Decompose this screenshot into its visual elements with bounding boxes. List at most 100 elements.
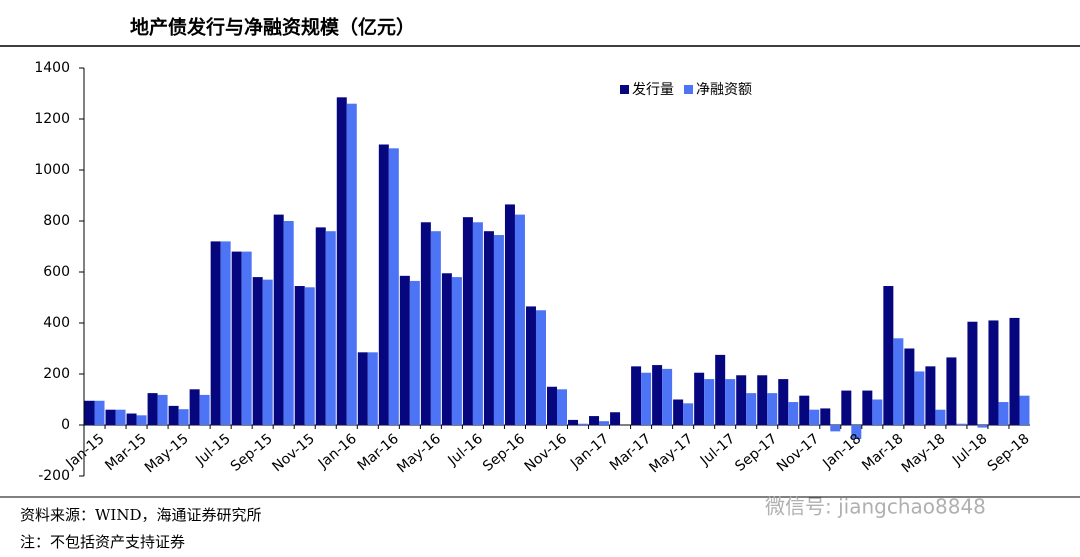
bar	[294, 286, 305, 425]
bar	[315, 227, 326, 425]
bar	[967, 321, 978, 425]
bar	[662, 368, 673, 425]
bar	[925, 366, 936, 425]
bar	[778, 379, 789, 425]
bar	[483, 231, 494, 425]
bar	[388, 148, 399, 425]
x-tick-label: Nov-16	[522, 431, 571, 475]
bar	[136, 415, 147, 425]
bar	[599, 421, 610, 425]
bar	[746, 393, 757, 425]
bar	[652, 365, 663, 425]
bar	[589, 416, 600, 425]
bar	[441, 273, 452, 425]
watermark: 微信号: jiangchao8848	[765, 495, 986, 519]
bar	[568, 419, 579, 425]
bar	[641, 372, 652, 425]
bar	[504, 204, 515, 425]
bar	[851, 425, 862, 440]
bar	[451, 277, 462, 425]
x-tick-label: Sep-15	[228, 431, 276, 475]
bar	[535, 310, 546, 425]
chart-title: 地产债发行与净融资规模（亿元）	[130, 16, 415, 39]
bar	[231, 251, 242, 425]
bar	[715, 354, 726, 425]
bar	[935, 409, 946, 425]
bar	[472, 222, 483, 425]
bar	[94, 400, 105, 425]
x-tick-label: Sep-16	[480, 431, 528, 475]
bar	[241, 251, 252, 425]
bar	[367, 352, 378, 425]
bar	[378, 144, 389, 425]
x-tick-label: May-15	[142, 431, 192, 476]
x-tick-label: May-18	[899, 431, 949, 476]
bar	[157, 394, 168, 425]
bar	[409, 280, 420, 425]
y-tick-label: 1400	[34, 60, 70, 76]
bar	[883, 286, 894, 425]
bar	[988, 320, 999, 425]
bar	[904, 348, 915, 425]
bar	[273, 214, 284, 425]
x-tick-label: May-17	[646, 431, 696, 476]
bar	[788, 402, 799, 425]
bar	[262, 279, 273, 425]
x-tick-label: Sep-17	[732, 431, 780, 475]
bar	[956, 423, 967, 425]
x-tick-label: Mar-15	[102, 431, 149, 474]
bar	[430, 231, 441, 425]
y-tick-label: 1000	[34, 162, 70, 178]
bar	[757, 375, 768, 425]
bar	[799, 395, 810, 425]
x-tick-label: Nov-15	[269, 431, 317, 475]
bar	[767, 393, 778, 425]
legend-label: 发行量	[632, 82, 674, 98]
x-tick-label: May-16	[394, 431, 444, 476]
y-tick-label: 0	[61, 417, 70, 433]
x-tick-label: Nov-17	[774, 431, 822, 475]
bar	[304, 287, 315, 425]
note: 注：不包括资产支持证券	[20, 533, 185, 551]
legend-label: 净融资额	[696, 82, 752, 98]
bar	[725, 379, 736, 425]
bar	[105, 409, 116, 425]
bar	[220, 241, 231, 425]
bar	[736, 375, 747, 425]
bar	[946, 357, 957, 425]
bar	[252, 277, 263, 425]
legend-swatch	[684, 85, 693, 94]
bar	[325, 231, 336, 425]
bar	[872, 399, 883, 425]
bar	[147, 393, 158, 425]
bar	[547, 386, 557, 425]
bar	[694, 372, 705, 425]
y-tick-label: 600	[43, 264, 70, 280]
bar	[683, 403, 694, 425]
y-tick-label: 1200	[34, 111, 70, 127]
bar	[673, 399, 684, 425]
bar	[168, 405, 179, 425]
bar	[199, 394, 210, 425]
bar	[336, 97, 347, 425]
x-tick-label: Jan-16	[315, 431, 360, 473]
x-tick-label: Sep-18	[985, 431, 1033, 475]
bar	[830, 425, 841, 432]
x-tick-label: Jan-15	[63, 431, 108, 472]
bar	[84, 400, 95, 425]
bar	[210, 241, 221, 425]
x-tick-label: Mar-18	[859, 431, 906, 474]
x-tick-label: Jan-17	[567, 431, 612, 472]
bar	[189, 389, 200, 425]
bar	[1009, 317, 1020, 425]
x-tick-label: Mar-17	[607, 431, 654, 474]
bar	[610, 412, 621, 425]
bar	[357, 352, 368, 425]
bar	[841, 390, 852, 425]
bar	[578, 423, 589, 425]
bar	[704, 379, 715, 425]
bar	[893, 338, 904, 425]
bar	[115, 409, 126, 425]
bar	[178, 409, 189, 425]
